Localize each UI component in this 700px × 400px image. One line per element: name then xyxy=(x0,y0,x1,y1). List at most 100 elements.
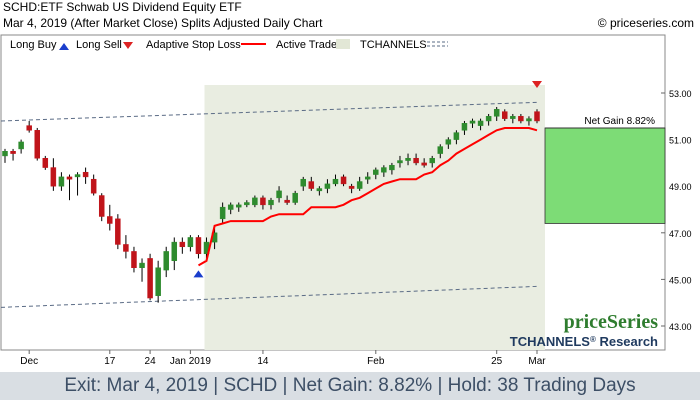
chart-title: SCHD:ETF Schwab US Dividend Equity ETF xyxy=(3,0,242,14)
price-chart: Long Buy Long Sell Adaptive Stop Loss Activ… xyxy=(0,34,692,367)
candle-body xyxy=(461,123,468,131)
candle-body xyxy=(502,111,508,119)
candle-body xyxy=(58,176,65,187)
candle-body xyxy=(437,146,444,154)
candle-body xyxy=(348,185,355,189)
active-legend-swatch xyxy=(336,39,350,49)
candle-body xyxy=(195,237,202,255)
long-sell-marker-icon xyxy=(532,81,542,89)
candle-body xyxy=(227,204,234,210)
candle-body xyxy=(364,176,371,180)
copyright: © priceseries.com xyxy=(597,16,694,30)
candle-body xyxy=(276,190,282,199)
candle-body xyxy=(219,206,226,220)
candle-body xyxy=(421,162,427,166)
candle-body xyxy=(66,176,73,180)
candle-body xyxy=(26,125,32,131)
candle-body xyxy=(123,244,129,252)
candle-body xyxy=(139,262,145,268)
y-tick-label: 43.00 xyxy=(669,322,692,332)
candle-body xyxy=(405,157,411,161)
candle-body xyxy=(518,116,524,122)
candle-body xyxy=(332,178,339,185)
candle-body xyxy=(485,116,492,122)
footer-bar: Exit: Mar 4, 2019 | SCHD | Net Gain: 8.8… xyxy=(0,372,700,400)
candle-body xyxy=(90,178,97,194)
legend-long-buy-label: Long Buy xyxy=(10,39,57,51)
candle-body xyxy=(324,183,331,189)
candle-body xyxy=(252,197,258,206)
net-gain-box xyxy=(544,127,666,224)
candle-body xyxy=(50,167,57,187)
candle-body xyxy=(477,120,484,126)
candle-body xyxy=(115,218,121,245)
candle-body xyxy=(413,157,419,164)
candle-body xyxy=(429,157,435,164)
x-tick-label: Dec xyxy=(20,356,38,367)
tchannels-research-logo: TCHANNELS® Research xyxy=(510,334,658,349)
adaptive-stop-loss-line xyxy=(198,127,538,267)
candle-body xyxy=(356,181,363,189)
candle-body xyxy=(300,178,306,187)
long-buy-legend-icon xyxy=(59,43,69,50)
candle-body xyxy=(155,267,161,296)
footer-summary: Exit: Mar 4, 2019 | SCHD | Net Gain: 8.8… xyxy=(64,375,636,396)
candle-body xyxy=(34,130,40,159)
candle-body xyxy=(381,167,387,173)
candle-body xyxy=(236,204,242,208)
tchannel-upper-line xyxy=(0,101,538,122)
candle-body xyxy=(292,192,298,203)
candle-body xyxy=(373,169,379,175)
x-tick-label: 17 xyxy=(104,356,116,367)
candle-body xyxy=(74,174,81,178)
long-buy-marker-icon xyxy=(193,270,204,278)
candle-body xyxy=(308,181,315,189)
legend-stop-label: Adaptive Stop Loss xyxy=(146,39,241,51)
candle-body xyxy=(340,176,347,185)
candle-body xyxy=(163,251,169,271)
candle-body xyxy=(82,171,89,178)
candle-body xyxy=(526,118,532,122)
candle-body xyxy=(268,199,274,206)
candle-body xyxy=(179,241,186,248)
y-tick-label: 53.00 xyxy=(669,89,692,99)
candle-body xyxy=(469,120,476,124)
candle-body xyxy=(2,151,8,157)
candle-body xyxy=(260,197,266,206)
chart-subtitle: Mar 4, 2019 (After Market Close) Splits … xyxy=(3,16,323,30)
candle-body xyxy=(445,139,452,145)
candle-body xyxy=(147,258,153,299)
candle-body xyxy=(244,202,250,206)
y-tick-label: 47.00 xyxy=(669,229,692,239)
candle-body xyxy=(389,164,395,171)
candle-body xyxy=(171,241,178,262)
candle-body xyxy=(107,216,113,224)
candle-body xyxy=(397,160,403,164)
candle-body xyxy=(131,251,137,269)
x-tick-label: 24 xyxy=(145,356,157,367)
candle-body xyxy=(10,151,16,154)
x-tick-label: Jan 2019 xyxy=(170,356,212,367)
candle-body xyxy=(534,111,540,122)
x-tick-label: 14 xyxy=(257,356,269,367)
candle-body xyxy=(284,199,290,203)
x-tick-label: Feb xyxy=(367,356,385,367)
tchannel-lower-line xyxy=(0,285,538,308)
y-tick-label: 51.00 xyxy=(669,136,692,146)
candle-body xyxy=(187,237,194,248)
candle-body xyxy=(42,157,49,168)
candle-body xyxy=(510,116,516,119)
legend-tchannels-label: TCHANNELS xyxy=(360,39,427,51)
x-tick-label: 25 xyxy=(491,356,503,367)
y-tick-label: 45.00 xyxy=(669,275,692,285)
candle-body xyxy=(493,109,500,117)
legend-active-label: Active Trade xyxy=(276,39,337,51)
candle-body xyxy=(98,195,105,217)
x-tick-label: Mar xyxy=(528,356,546,367)
net-gain-label: Net Gain 8.82% xyxy=(584,116,655,127)
y-tick-label: 49.00 xyxy=(669,182,692,192)
priceseries-logo: priceSeries xyxy=(564,311,659,333)
legend-long-sell-label: Long Sell xyxy=(76,39,122,51)
candle-body xyxy=(18,141,24,150)
active-trade-region xyxy=(204,85,546,350)
